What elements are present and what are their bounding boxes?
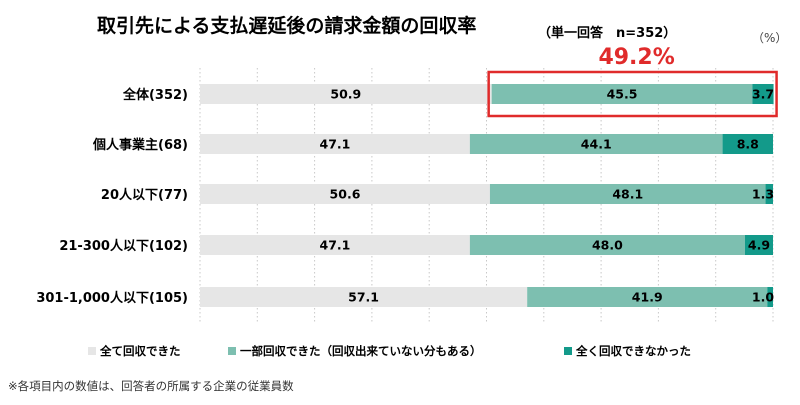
bars: 50.9 45.5 3.7 47.1 44.1 8.8 50.6 48.1 1.3 47.1 48.… xyxy=(200,84,774,307)
bar-segment xyxy=(469,134,723,154)
bar-segment xyxy=(200,134,470,154)
value-label: 3.7 xyxy=(752,87,774,102)
legend-label: 全く回収できなかった xyxy=(575,344,691,358)
bar-segment xyxy=(527,287,768,307)
value-label: 1.3 xyxy=(752,187,774,202)
value-label: 50.9 xyxy=(330,87,361,102)
legend-label: 全て回収できた xyxy=(99,344,181,358)
category-label: 301-1,000人以下(105) xyxy=(36,290,188,306)
category-label: 全体(352) xyxy=(122,87,188,103)
legend-swatch xyxy=(228,347,236,355)
value-label: 4.9 xyxy=(748,238,770,253)
category-label: 個人事業主(68) xyxy=(92,137,188,153)
value-label: 45.5 xyxy=(607,87,638,102)
callout: 49.2% xyxy=(487,45,778,118)
callout-label: 49.2% xyxy=(598,45,674,70)
category-labels: 全体(352) 個人事業主(68) 20人以下(77) 21-300人以下(102) 3… xyxy=(36,87,188,306)
category-label: 21-300人以下(102) xyxy=(59,238,188,254)
value-label: 47.1 xyxy=(320,238,351,253)
bar-segment xyxy=(767,287,773,307)
value-label: 8.8 xyxy=(737,137,759,152)
value-label: 48.0 xyxy=(592,238,623,253)
value-label: 57.1 xyxy=(348,290,379,305)
bar-segment xyxy=(765,184,773,204)
value-label: 47.1 xyxy=(320,137,351,152)
callout-box xyxy=(487,70,778,118)
footnote: ※各項目内の数値は、回答者の所属する企業の従業員数 xyxy=(8,379,294,393)
bar-segment xyxy=(491,84,753,104)
category-label: 20人以下(77) xyxy=(101,187,188,203)
value-label: 48.1 xyxy=(612,187,643,202)
bar-segment xyxy=(752,84,774,104)
legend-label: 一部回収できた（回収出来ていない分もある） xyxy=(240,344,482,358)
value-label: 50.6 xyxy=(330,187,361,202)
chart-subtitle: （単一回答 n=352） xyxy=(538,25,676,41)
legend-swatch xyxy=(88,347,96,355)
bar-segment xyxy=(744,235,773,255)
bar-segment xyxy=(200,235,470,255)
bar-segment xyxy=(200,184,490,204)
chart-title: 取引先による支払遅延後の請求金額の回収率 xyxy=(97,14,476,37)
value-label: 41.9 xyxy=(632,290,663,305)
value-label: 44.1 xyxy=(581,137,612,152)
bar-segment xyxy=(469,235,745,255)
bar-segment xyxy=(489,184,766,204)
legend-swatch xyxy=(564,347,572,355)
bar-segment xyxy=(722,134,773,154)
bar-segment xyxy=(200,84,492,104)
chart-unit: （%） xyxy=(752,31,787,45)
bar-segment xyxy=(200,287,528,307)
value-label: 1.0 xyxy=(752,290,774,305)
legend: 全て回収できた 一部回収できた（回収出来ていない分もある） 全く回収できなかった xyxy=(88,344,691,358)
